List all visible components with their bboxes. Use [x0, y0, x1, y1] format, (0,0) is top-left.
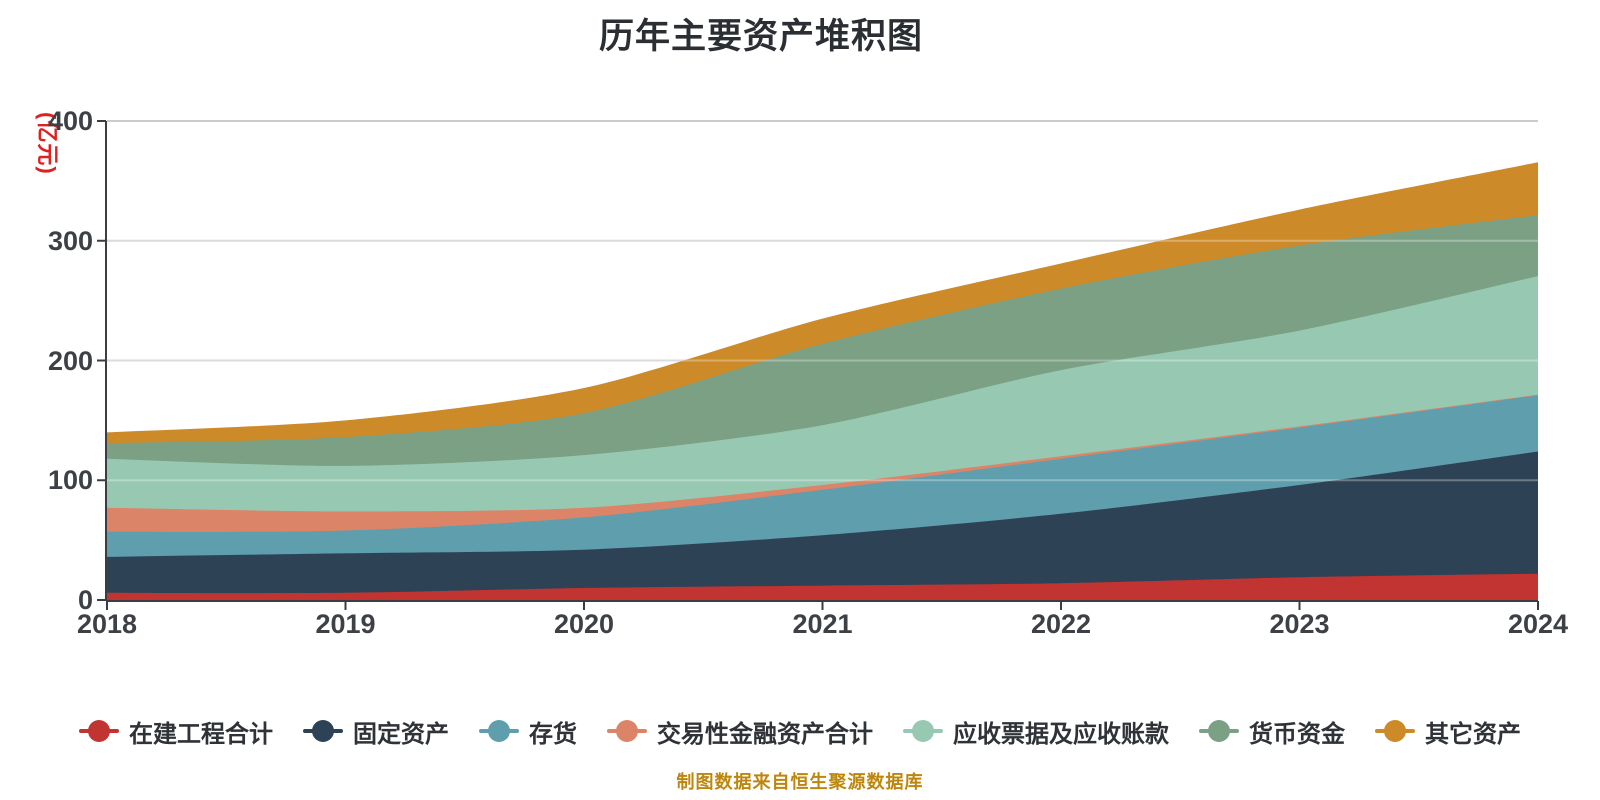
legend-label: 应收票据及应收账款: [953, 720, 1169, 748]
x-tick-label-2021: 2021: [792, 609, 853, 639]
y-tick-label-100: 100: [47, 465, 93, 496]
legend-item-固定资产[interactable]: 固定资产: [303, 714, 449, 749]
legend-line-dot-icon: [303, 720, 343, 742]
legend-item-交易性金融资产合计[interactable]: 交易性金融资产合计: [607, 714, 873, 749]
chart-title: 历年主要资产堆积图: [598, 17, 923, 56]
y-tick-label-400: 400: [47, 106, 93, 136]
y-tick-label-0: 0: [77, 585, 93, 615]
x-tick-label-2024: 2024: [1507, 609, 1569, 639]
x-tick-label-2018: 2018: [76, 609, 138, 639]
x-tick-label-2019: 2019: [315, 609, 376, 639]
x-tick-label-2023: 2023: [1269, 609, 1330, 639]
legend-label: 在建工程合计: [129, 720, 273, 748]
x-tick-label-2020: 2020: [553, 609, 615, 639]
area-series-固定资产: [107, 451, 1538, 600]
area-series-在建工程合计: [107, 573, 1538, 600]
legend-label: 固定资产: [353, 720, 449, 748]
legend-item-货币资金[interactable]: 货币资金: [1199, 714, 1345, 749]
legend-line-dot-icon: [479, 720, 519, 742]
legend-item-在建工程合计[interactable]: 在建工程合计: [79, 714, 273, 749]
legend-line-dot-icon: [903, 720, 943, 742]
legend-label: 货币资金: [1249, 720, 1345, 748]
x-tick-label-2022: 2022: [1030, 609, 1092, 639]
legend-label: 存货: [529, 720, 577, 748]
legend-label: 交易性金融资产合计: [657, 720, 873, 748]
legend-item-存货[interactable]: 存货: [479, 714, 577, 749]
data-source-caption: 制图数据来自恒生聚源数据库: [676, 772, 924, 792]
legend-item-应收票据及应收账款[interactable]: 应收票据及应收账款: [903, 714, 1169, 749]
legend-line-dot-icon: [1375, 720, 1415, 742]
legend-line-dot-icon: [607, 720, 647, 742]
y-tick-label-200: 200: [47, 345, 93, 376]
y-tick-label-300: 300: [47, 225, 93, 256]
legend-label: 其它资产: [1425, 720, 1521, 748]
legend-item-其它资产[interactable]: 其它资产: [1375, 714, 1521, 749]
legend-line-dot-icon: [1199, 720, 1239, 742]
chart-legend: 在建工程合计 固定资产 存货 交易性金融资产合计 应收票据及应收账款 货币资金 其它资产: [0, 712, 1600, 750]
legend-line-dot-icon: [79, 720, 119, 742]
